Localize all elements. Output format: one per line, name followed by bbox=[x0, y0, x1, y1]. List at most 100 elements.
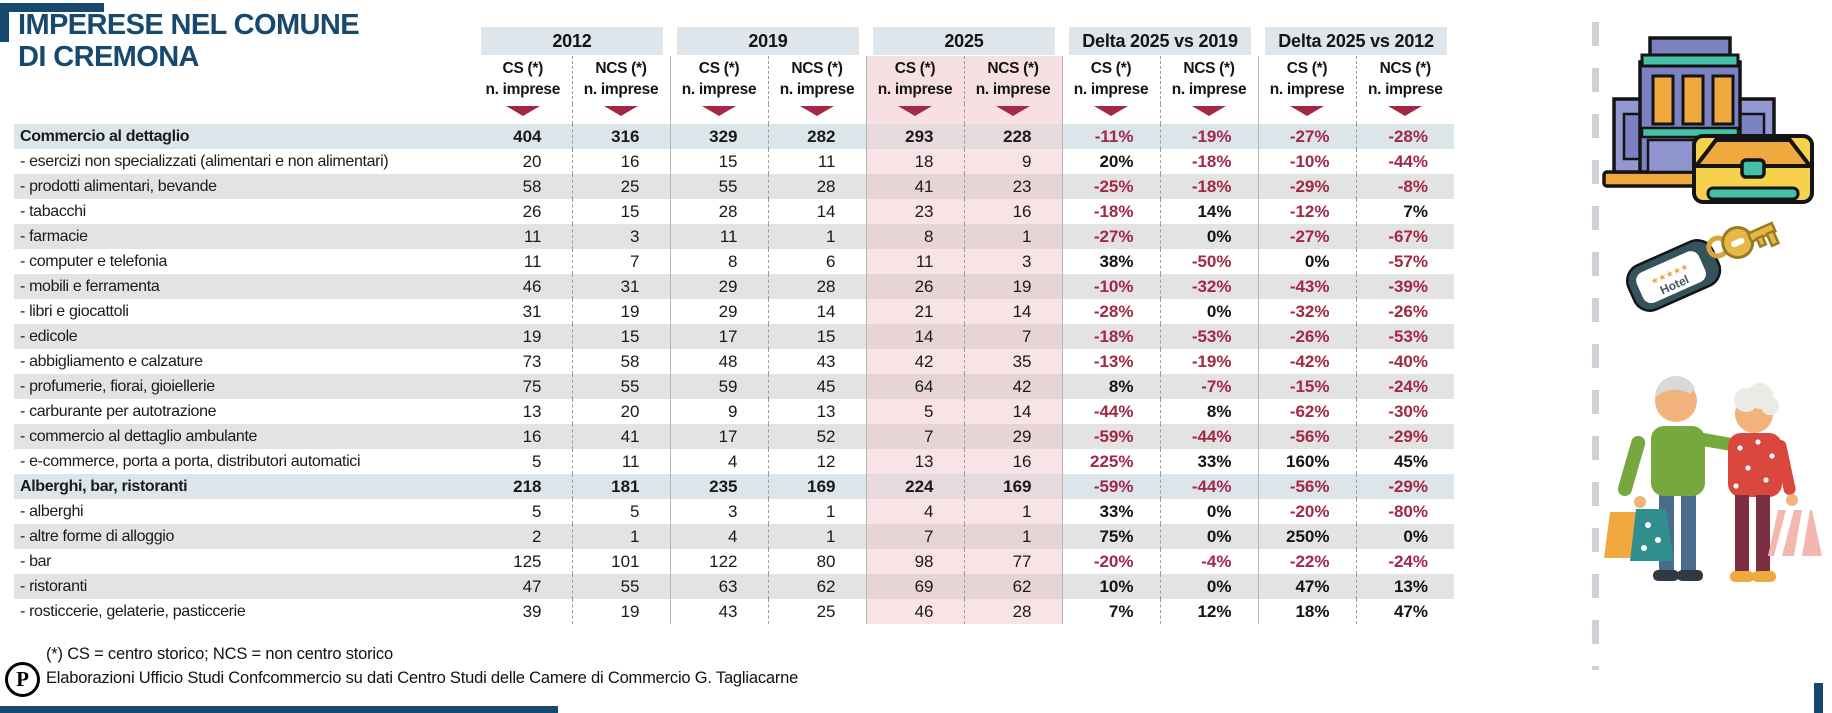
delta-cell: 33% bbox=[1061, 499, 1161, 524]
count-cell: 69 bbox=[865, 574, 965, 599]
col-group-delta-2012: Delta 2025 vs 2012 bbox=[1265, 27, 1447, 55]
delta-cell: -26% bbox=[1388, 301, 1428, 321]
count-cell: 18 bbox=[865, 149, 965, 174]
delta-cell: -53% bbox=[1160, 324, 1258, 349]
page-title-line1: IMPERESE NEL COMUNE bbox=[18, 9, 360, 41]
count-cell: 5 bbox=[630, 501, 640, 521]
delta-cell: 0% bbox=[1160, 524, 1258, 549]
table-row: - esercizi non specializzati (alimentari… bbox=[14, 149, 1454, 174]
row-label: - edicole bbox=[14, 324, 474, 349]
count-cell: 8 bbox=[669, 249, 769, 274]
count-cell: 25 bbox=[816, 601, 836, 621]
delta-cell: -18% bbox=[1160, 174, 1258, 199]
count-cell: 19 bbox=[620, 601, 640, 621]
delta-cell: 160% bbox=[1257, 449, 1357, 474]
count-cell: 125 bbox=[474, 549, 573, 574]
delta-cell: -29% bbox=[1356, 474, 1454, 499]
count-cell: 17 bbox=[669, 424, 769, 449]
count-cell: 35 bbox=[964, 349, 1062, 374]
shop-building-illustration bbox=[1602, 36, 1815, 204]
count-cell: 224 bbox=[865, 474, 965, 499]
count-cell: 11 bbox=[817, 151, 836, 171]
count-cell: 42 bbox=[964, 374, 1062, 399]
subcol-2019-cs: CS (*) n. imprese bbox=[669, 56, 769, 104]
delta-cell: 47% bbox=[1257, 574, 1357, 599]
count-cell: 73 bbox=[474, 349, 573, 374]
delta-cell: -44% bbox=[1061, 399, 1161, 424]
delta-cell: 0% bbox=[1257, 249, 1357, 274]
count-cell: 6 bbox=[826, 251, 836, 271]
table-row: - abbigliamento e calzature 73 58 48 43 42 35-… bbox=[14, 349, 1454, 374]
count-cell: 63 bbox=[669, 574, 769, 599]
count-cell: 9 bbox=[964, 149, 1062, 174]
count-cell: 101 bbox=[611, 551, 640, 571]
delta-cell: -4% bbox=[1201, 551, 1232, 571]
table-row: - prodotti alimentari, bevande 58 25 55 28 41… bbox=[14, 174, 1454, 199]
count-cell: 4 bbox=[669, 449, 769, 474]
table-row: - e-commerce, porta a porta, distributor… bbox=[14, 449, 1454, 474]
count-cell: 46 bbox=[474, 274, 573, 299]
row-label: - altre forme di alloggio bbox=[14, 524, 474, 549]
table-row: - profumerie, fiorai, gioiellerie 75 55 59 4… bbox=[14, 374, 1454, 399]
count-cell: 228 bbox=[964, 124, 1062, 149]
briefcase-icon bbox=[1691, 134, 1815, 204]
count-cell: 80 bbox=[816, 551, 836, 571]
down-arrow-icon bbox=[604, 106, 638, 116]
count-cell: 14 bbox=[964, 299, 1062, 324]
count-cell: 1 bbox=[768, 224, 866, 249]
row-label: - tabacchi bbox=[20, 202, 86, 220]
subcol-2012-cs: CS (*) n. imprese bbox=[474, 56, 573, 104]
bottom-accent-line bbox=[0, 706, 558, 713]
count-cell: 11 bbox=[865, 249, 965, 274]
p-logo: P bbox=[5, 662, 40, 697]
count-cell: 16 bbox=[474, 424, 573, 449]
count-cell: 47 bbox=[474, 574, 573, 599]
count-cell: 2 bbox=[474, 524, 573, 549]
delta-cell: 0% bbox=[1356, 524, 1454, 549]
count-cell: 19 bbox=[964, 274, 1062, 299]
table-row: - ristoranti 47 55 63 62 69 62 10% 0% 47% 13% bbox=[14, 574, 1454, 599]
delta-cell: 8% bbox=[1206, 401, 1232, 421]
delta-cell: -18% bbox=[1061, 199, 1161, 224]
count-cell: 19 bbox=[474, 324, 573, 349]
delta-cell: -20% bbox=[1257, 499, 1357, 524]
delta-cell: -22% bbox=[1257, 549, 1357, 574]
count-cell: 7 bbox=[630, 251, 640, 271]
count-cell: 43 bbox=[669, 599, 769, 624]
row-label: - bar bbox=[20, 552, 52, 570]
count-cell: 13 bbox=[816, 401, 836, 421]
delta-cell: -57% bbox=[1388, 251, 1428, 271]
count-cell: 3 bbox=[964, 249, 1062, 274]
count-cell: 28 bbox=[669, 199, 769, 224]
count-cell: 39 bbox=[474, 599, 573, 624]
count-cell: 282 bbox=[768, 124, 866, 149]
down-arrow-icon bbox=[996, 106, 1030, 116]
delta-cell: -80% bbox=[1388, 501, 1428, 521]
col-group-2025: 2025 bbox=[873, 27, 1055, 55]
table-row: - alberghi 5 5 3 1 4 1 33% 0% -20% -80% bbox=[14, 499, 1454, 524]
count-cell: 14 bbox=[816, 201, 836, 221]
count-cell: 14 bbox=[816, 301, 836, 321]
table-row: - carburante per autotrazione 13 20 9 13 5 14-… bbox=[14, 399, 1454, 424]
count-cell: 64 bbox=[865, 374, 965, 399]
row-label: - farmacie bbox=[14, 224, 474, 249]
subcol-2025-ncs: NCS (*) n. imprese bbox=[964, 56, 1062, 104]
count-cell: 235 bbox=[669, 474, 769, 499]
delta-cell: 7% bbox=[1403, 201, 1428, 221]
row-label: - ristoranti bbox=[14, 574, 474, 599]
delta-cell: 10% bbox=[1061, 574, 1161, 599]
count-cell: 16 bbox=[620, 151, 640, 171]
count-cell: 14 bbox=[865, 324, 965, 349]
count-cell: 23 bbox=[964, 174, 1062, 199]
down-arrow-icon bbox=[1094, 106, 1128, 116]
subcol-delta12-ncs: NCS (*) n. imprese bbox=[1367, 60, 1443, 98]
count-cell: 52 bbox=[768, 424, 866, 449]
count-cell: 55 bbox=[572, 374, 670, 399]
count-cell: 75 bbox=[474, 374, 573, 399]
bottom-right-mark bbox=[1814, 683, 1823, 713]
count-cell: 41 bbox=[865, 174, 965, 199]
year-header-row: 2012 2019 2025 Delta 2025 vs 2019 Delta … bbox=[14, 26, 1454, 56]
footnote-source: Elaborazioni Ufficio Studi Confcommercio… bbox=[46, 669, 799, 687]
count-cell: 58 bbox=[620, 351, 640, 371]
col-group-2012: 2012 bbox=[481, 27, 663, 55]
